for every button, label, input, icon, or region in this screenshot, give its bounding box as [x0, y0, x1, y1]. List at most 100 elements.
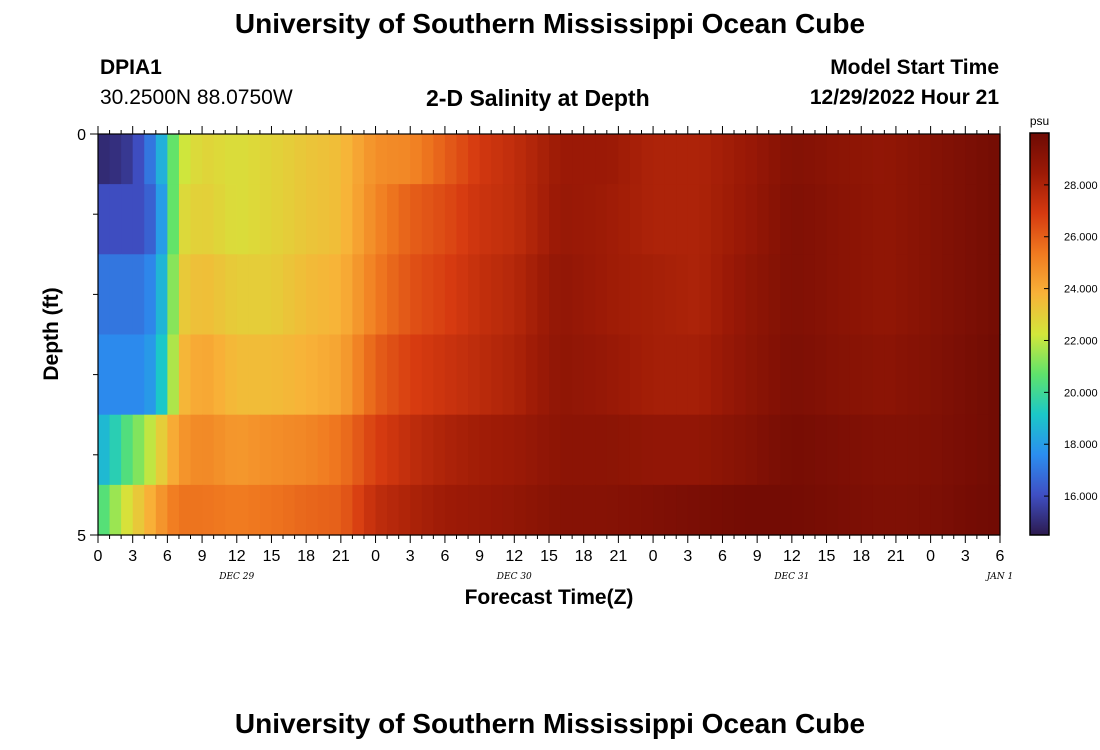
- heatmap-cell: [410, 484, 423, 536]
- heatmap-cell: [537, 334, 550, 416]
- heatmap-cell: [942, 184, 955, 255]
- heatmap-cell: [895, 134, 909, 185]
- heatmap-cell: [676, 334, 689, 416]
- heatmap-cell: [560, 484, 573, 536]
- heatmap-cell: [363, 184, 377, 255]
- heatmap-cell: [155, 414, 168, 486]
- heatmap-cell: [884, 134, 897, 185]
- heatmap-cell: [629, 414, 643, 486]
- heatmap-cell: [398, 254, 411, 336]
- heatmap-cell: [549, 484, 562, 536]
- colorbar-unit: psu: [1030, 114, 1049, 128]
- heatmap-cell: [236, 334, 249, 416]
- heatmap-cell: [791, 334, 805, 416]
- heatmap-cell: [144, 254, 157, 336]
- heatmap-cell: [942, 414, 955, 486]
- heatmap-cell: [294, 134, 307, 185]
- heatmap-cell: [572, 134, 585, 185]
- x-tick-label: 0: [649, 548, 658, 565]
- heatmap-cell: [618, 484, 631, 536]
- heatmap-cell: [202, 134, 215, 185]
- heatmap-cell: [872, 414, 885, 486]
- heatmap-cell: [525, 334, 539, 416]
- heatmap-cell: [780, 184, 793, 255]
- heatmap-cell: [583, 184, 596, 255]
- heatmap-cell: [849, 254, 862, 336]
- heatmap-cell: [144, 184, 157, 255]
- heatmap-cell: [306, 334, 319, 416]
- heatmap-cell: [213, 484, 226, 536]
- heatmap-cell: [317, 184, 330, 255]
- heatmap-cell: [456, 254, 469, 336]
- heatmap-cell: [814, 184, 828, 255]
- heatmap-cell: [826, 334, 839, 416]
- heatmap-cell: [976, 254, 990, 336]
- heatmap-cell: [340, 184, 354, 255]
- heatmap-cell: [444, 484, 458, 536]
- heatmap-cell: [745, 184, 758, 255]
- heatmap-cell: [213, 414, 226, 486]
- heatmap-cell: [907, 334, 920, 416]
- heatmap-cell: [479, 254, 492, 336]
- heatmap-cell: [248, 484, 261, 536]
- heatmap-cell: [502, 184, 515, 255]
- date-label: DEC 30: [496, 572, 532, 582]
- heatmap-cell: [387, 134, 400, 185]
- heatmap-cell: [699, 414, 712, 486]
- heatmap-cell: [872, 184, 885, 255]
- heatmap-cell: [780, 484, 793, 536]
- model-start-label: Model Start Time: [830, 56, 999, 79]
- x-tick-label: 0: [371, 548, 380, 565]
- heatmap-cell: [884, 254, 897, 336]
- heatmap-cell: [549, 414, 562, 486]
- heatmap-cell: [225, 484, 238, 536]
- heatmap-cell: [803, 484, 816, 536]
- heatmap-cell: [838, 414, 851, 486]
- heatmap-cell: [872, 254, 885, 336]
- heatmap-cell: [352, 334, 365, 416]
- x-axis: 0 3 6 9 12 15 18 21 0 3 6 9 12 15 18 21 0 3 6 9 12 15 18 21 0 3 6 D…: [94, 126, 1013, 582]
- heatmap-cell: [861, 134, 874, 185]
- colorbar-tick-label: 24.000: [1064, 284, 1098, 296]
- heatmap-cell: [468, 184, 481, 255]
- heatmap-cell: [757, 334, 770, 416]
- heatmap-cell: [248, 254, 261, 336]
- heatmap-cell: [595, 484, 608, 536]
- heatmap-cell: [930, 134, 943, 185]
- heatmap-cell: [895, 484, 909, 536]
- heatmap-cell: [132, 184, 145, 255]
- heatmap-cell: [144, 134, 157, 185]
- heatmap-cell: [202, 334, 215, 416]
- heatmap-cell: [468, 134, 481, 185]
- heatmap-cell: [363, 334, 377, 416]
- heatmap-cell: [236, 254, 249, 336]
- heatmap-cell: [144, 484, 157, 536]
- heatmap-cell: [803, 134, 816, 185]
- heatmap-cell: [653, 254, 666, 336]
- heatmap-cell: [710, 334, 724, 416]
- heatmap-cell: [283, 334, 296, 416]
- heatmap-cell: [398, 134, 411, 185]
- heatmap-cell: [988, 254, 1001, 336]
- heatmap-cell: [664, 254, 677, 336]
- heatmap-cell: [410, 184, 423, 255]
- heatmap-cell: [757, 484, 770, 536]
- heatmap-cell: [768, 484, 781, 536]
- heatmap-cell: [803, 414, 816, 486]
- heatmap-cell: [687, 184, 700, 255]
- heatmap-cell: [259, 334, 273, 416]
- heatmap-cell: [502, 414, 515, 486]
- heatmap-cell: [444, 334, 458, 416]
- heatmap-cell: [919, 134, 932, 185]
- heatmap-cell: [757, 134, 770, 185]
- heatmap-cell: [155, 254, 168, 336]
- heatmap-cell: [560, 134, 573, 185]
- heatmap-cell: [826, 254, 839, 336]
- heatmap-cell: [572, 484, 585, 536]
- heatmap-cell: [780, 134, 793, 185]
- heatmap-cell: [479, 184, 492, 255]
- heatmap-cell: [826, 484, 839, 536]
- heatmap-cell: [155, 184, 168, 255]
- heatmap-cell: [641, 414, 654, 486]
